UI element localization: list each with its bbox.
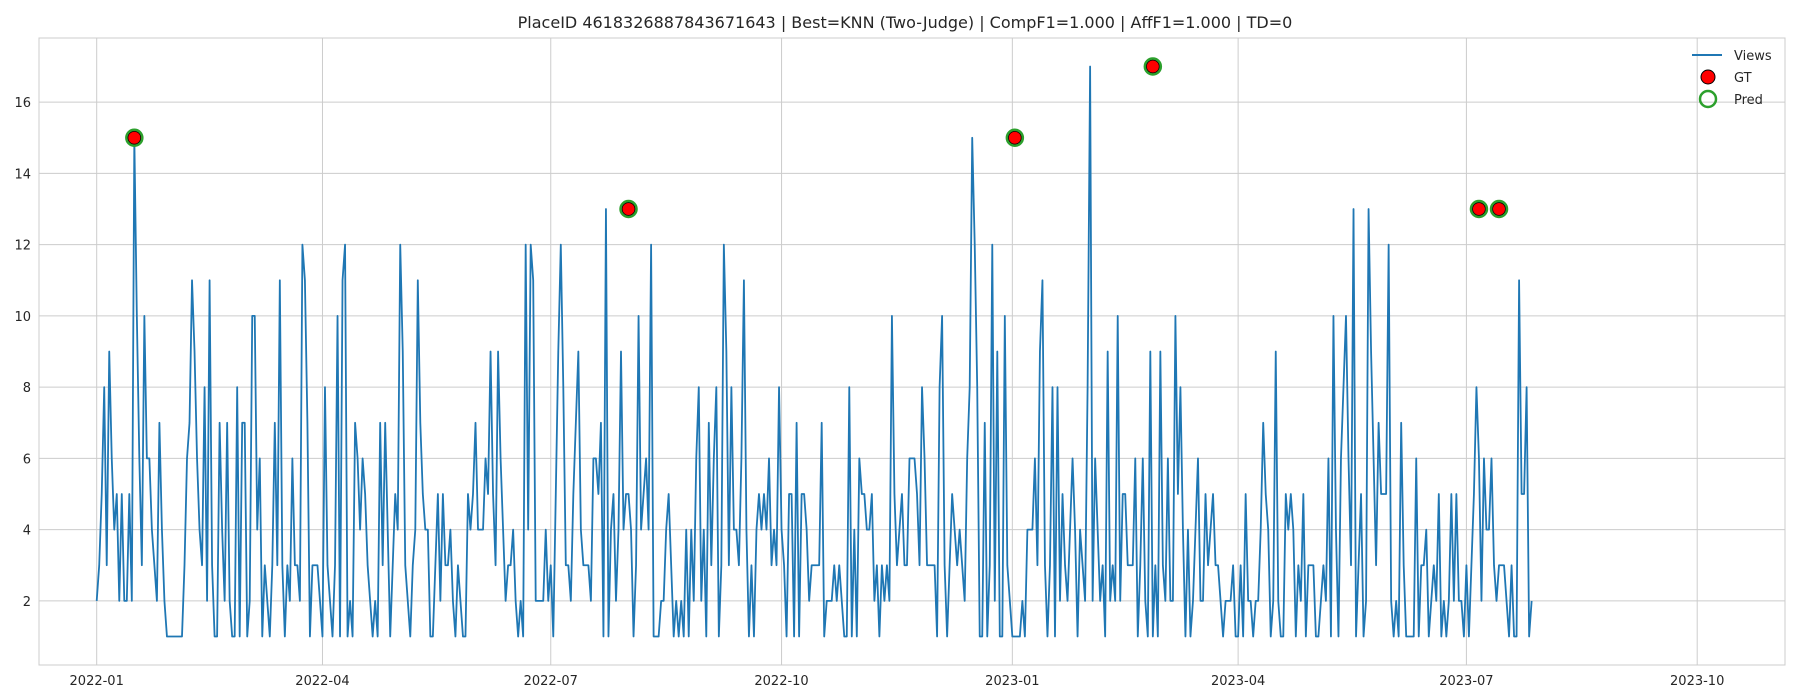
legend-gt-label: GT [1734,71,1752,86]
gt-point [1007,130,1022,145]
x-tick-label: 2023-10 [1670,674,1724,689]
legend-pred-label: Pred [1734,93,1763,108]
y-tick-label: 4 [23,524,31,539]
plot-frame [38,37,1786,666]
pred-point [1489,199,1509,219]
y-tick-label: 16 [14,96,31,111]
x-tick-label: 2022-04 [295,674,349,689]
pred-point [1143,57,1163,76]
chart-title: PlaceID 4618326887843671643 | Best=KNN (… [518,13,1293,32]
legend-gt-swatch [1700,69,1716,85]
series-views-line [95,65,1533,638]
x-tick-label: 2023-07 [1439,674,1493,689]
gt-point [1492,202,1507,216]
y-tick-label: 8 [23,381,31,396]
y-tick-label: 2 [23,595,31,610]
legend: Views GT Pred [1692,49,1772,109]
x-axis: 2022-01 2022-04 2022-07 2022-10 2023-01 2023-… [70,674,1725,689]
x-tick-label: 2023-04 [1211,674,1265,689]
pred-points [125,57,1509,219]
pred-point [1469,199,1489,219]
y-axis: 2 4 6 8 10 12 14 16 [14,96,31,610]
x-tick-label: 2022-01 [70,674,124,689]
gt-point [127,130,142,145]
y-tick-label: 12 [14,239,31,254]
gt-point [621,202,636,216]
pred-point [619,199,638,219]
pred-point [1005,128,1025,147]
y-tick-label: 14 [14,167,31,182]
x-tick-label: 2023-01 [985,674,1039,689]
gt-points [127,59,1507,216]
x-tick-label: 2022-07 [524,674,578,689]
x-tick-label: 2022-10 [754,674,808,689]
gt-point [1471,202,1486,216]
legend-views-label: Views [1734,49,1772,64]
pred-point [125,128,144,147]
y-tick-label: 6 [23,452,31,467]
gt-point [1145,59,1160,74]
y-tick-label: 10 [14,310,31,325]
legend-pred-swatch [1698,89,1718,109]
